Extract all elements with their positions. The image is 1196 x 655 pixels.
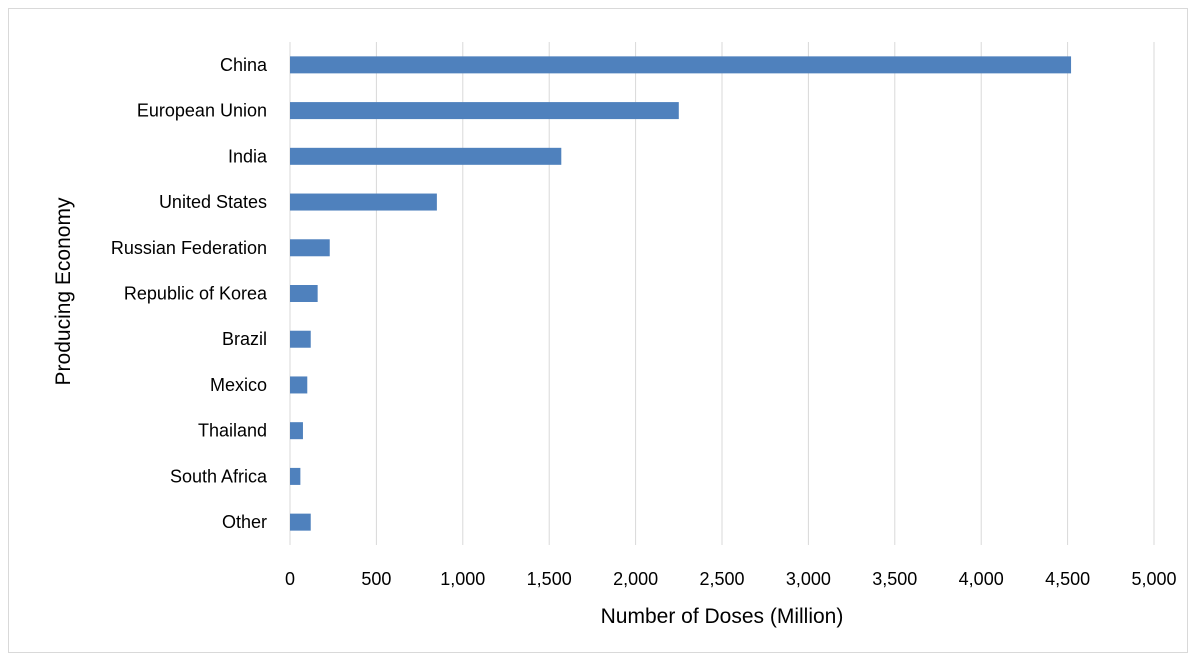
x-tick-label: 1,500: [527, 569, 572, 589]
bar: [290, 330, 311, 348]
x-tick-label: 4,000: [959, 569, 1004, 589]
x-tick-label: 2,500: [699, 569, 744, 589]
category-label: Other: [222, 512, 267, 532]
category-label: European Union: [137, 101, 267, 121]
bar: [290, 56, 1072, 74]
bar: [290, 513, 311, 531]
x-tick-label: 3,500: [872, 569, 917, 589]
bar: [290, 467, 301, 485]
bars: [290, 56, 1072, 531]
y-axis-title: Producing Economy: [52, 197, 75, 385]
x-tick-label: 500: [361, 569, 391, 589]
category-label: Republic of Korea: [124, 284, 268, 304]
bar: [290, 239, 330, 257]
category-label: Brazil: [222, 329, 267, 349]
category-label: India: [228, 146, 268, 166]
x-tick-label: 4,500: [1045, 569, 1090, 589]
x-tick-labels: 0 500 1,000 1,500 2,000 2,500 3,000 3,500 4,000 4…: [285, 569, 1177, 589]
category-label: Mexico: [210, 375, 267, 395]
x-tick-label: 5,000: [1131, 569, 1176, 589]
x-tick-label: 2,000: [613, 569, 658, 589]
bar: [290, 285, 318, 302]
gridlines: [289, 42, 1155, 545]
category-label: Thailand: [198, 421, 267, 441]
bar: [290, 193, 437, 211]
bar: [290, 422, 303, 440]
category-label: Russian Federation: [111, 238, 267, 258]
category-label: United States: [159, 192, 267, 212]
category-labels: China European Union India United States Rus…: [111, 55, 268, 532]
category-label: China: [220, 55, 268, 75]
x-axis-title: Number of Doses (Million): [601, 605, 844, 628]
bar: [290, 376, 308, 394]
bar: [290, 102, 679, 120]
x-tick-label: 0: [285, 569, 295, 589]
category-label: South Africa: [170, 466, 268, 486]
x-tick-label: 3,000: [786, 569, 831, 589]
bar: [290, 147, 562, 165]
x-tick-label: 1,000: [440, 569, 485, 589]
